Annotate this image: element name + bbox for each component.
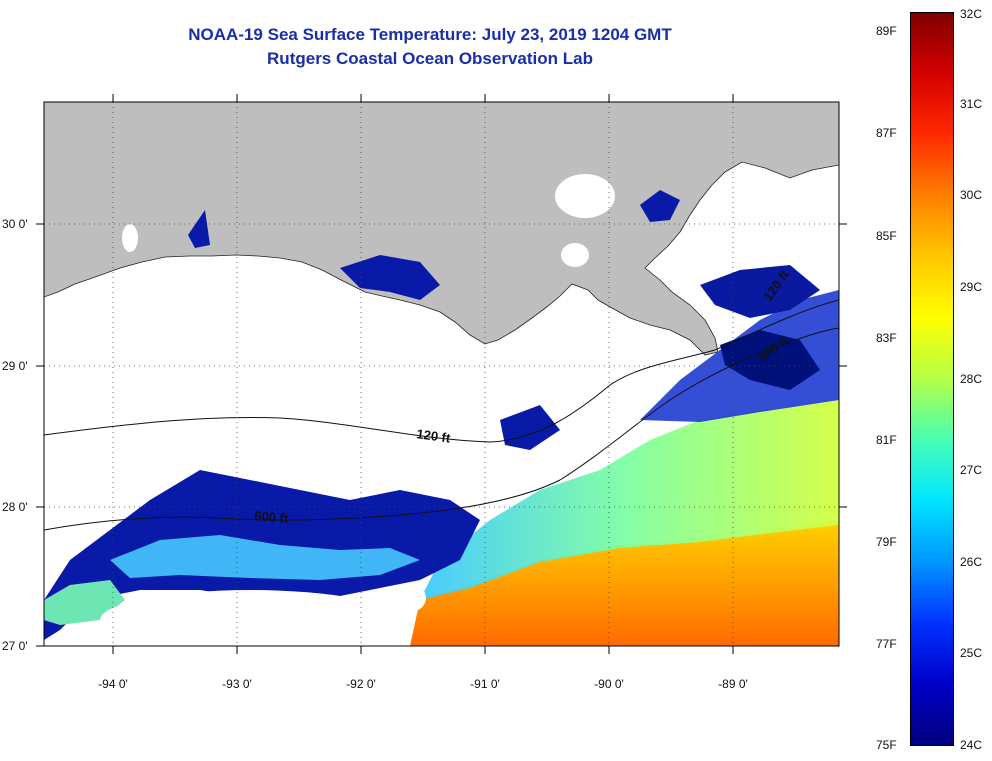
lon-label-90: -90 0' — [594, 677, 624, 691]
lake-cloud — [555, 174, 615, 218]
contour-label-600ft-west: 600 ft — [254, 508, 290, 526]
cb-fahrenheit-83: 83F — [876, 331, 897, 345]
cb-fahrenheit-81: 81F — [876, 433, 897, 447]
cb-fahrenheit-85: 85F — [876, 229, 897, 243]
grid-lines — [44, 102, 839, 646]
cold-patch-delta — [700, 265, 820, 318]
cb-celsius-31: 31C — [960, 97, 983, 111]
lon-label-92: -92 0' — [346, 677, 376, 691]
map-frame — [43, 101, 840, 647]
cb-fahrenheit-79: 79F — [876, 535, 897, 549]
lon-label-94: -94 0' — [98, 677, 128, 691]
lon-label-89: -89 0' — [718, 677, 748, 691]
cb-celsius-30: 30C — [960, 188, 983, 202]
cloud-cover-south — [100, 590, 400, 646]
cb-celsius-26: 26C — [960, 555, 983, 569]
cloud-spot — [394, 584, 426, 612]
lat-label-29: 29 0' — [2, 359, 28, 373]
lat-label-30: 30 0' — [2, 217, 28, 231]
contour-120ft — [44, 299, 839, 443]
lon-label-91: -91 0' — [470, 677, 500, 691]
cold-patch-east — [720, 330, 820, 390]
cb-fahrenheit-75: 75F — [876, 738, 897, 752]
coastal-cloud — [122, 224, 138, 252]
cloud-cover-north — [120, 325, 460, 435]
mid-water-region — [420, 400, 839, 600]
cb-celsius-29: 29C — [960, 280, 983, 294]
temperature-colorbar — [910, 12, 954, 746]
lat-label-27: 27 0' — [2, 639, 28, 653]
map-title: NOAA-19 Sea Surface Temperature: July 23… — [188, 25, 672, 44]
map-subtitle: Rutgers Coastal Ocean Observation Lab — [267, 49, 593, 68]
cb-fahrenheit-87: 87F — [876, 126, 897, 140]
cb-celsius-28: 28C — [960, 372, 983, 386]
cb-fahrenheit-89: 89F — [876, 24, 897, 38]
land-mass — [44, 102, 839, 356]
lon-label-93: -93 0' — [222, 677, 252, 691]
inland-cloud — [561, 243, 589, 267]
contour-label-120ft: 120 ft — [416, 426, 452, 446]
tick-marks — [36, 94, 847, 654]
lat-label-28: 28 0' — [2, 500, 28, 514]
western-cyan-patch — [110, 535, 420, 580]
cb-fahrenheit-77: 77F — [876, 637, 897, 651]
cb-celsius-32: 32C — [960, 7, 983, 21]
warm-water-region — [410, 520, 839, 646]
contour-600ft — [44, 327, 839, 531]
cb-celsius-27: 27C — [960, 463, 983, 477]
cb-celsius-25: 25C — [960, 646, 983, 660]
cb-celsius-24: 24C — [960, 738, 983, 752]
